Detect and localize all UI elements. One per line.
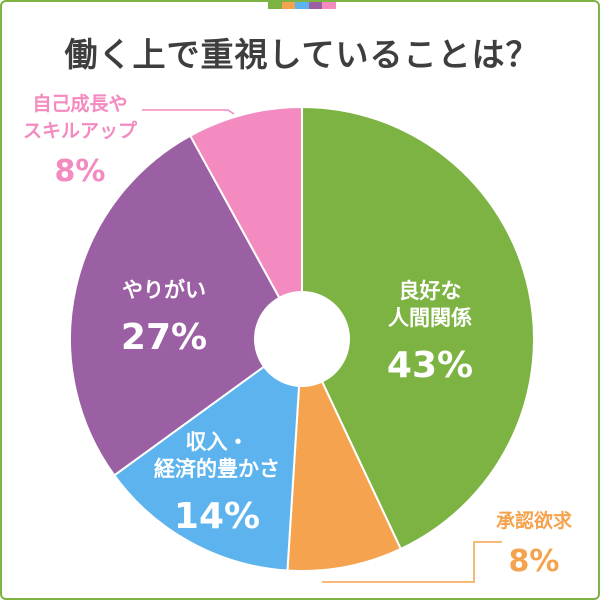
slice-label-text-0-0: 良好な xyxy=(399,279,462,303)
pie-slice-4 xyxy=(188,105,303,340)
leader-line-1 xyxy=(322,541,502,583)
stripe-blue xyxy=(295,2,309,9)
slice-label-text-2-1: 経済的豊かさ xyxy=(154,457,280,481)
stripe-pink xyxy=(322,2,336,9)
stripe-purple xyxy=(308,2,323,9)
pie-slice-3 xyxy=(69,134,304,477)
pie-slice-0 xyxy=(301,105,535,551)
slice-value-2: 14% xyxy=(174,496,260,537)
pie-slice-1 xyxy=(286,338,403,572)
pie-slice-2 xyxy=(112,336,304,572)
stripe-green xyxy=(268,2,282,9)
slice-label-text-1-0: 承認欲求 xyxy=(496,509,573,532)
slice-label-text-2-0: 収入・ xyxy=(186,430,249,454)
donut-hole xyxy=(254,291,350,387)
slice-label-1: 承認欲求 8% xyxy=(496,509,573,579)
slice-label-text-3-0: やりがい xyxy=(122,278,206,302)
slice-value-0: 43% xyxy=(387,345,473,386)
slice-value-3: 27% xyxy=(121,317,207,358)
slice-label-2: 収入・経済的豊かさ 14% xyxy=(154,430,280,537)
slice-label-text-4-1: スキルアップ xyxy=(23,119,138,142)
slice-value-4: 8% xyxy=(55,154,106,189)
slice-label-3: やりがい 27% xyxy=(121,278,207,358)
leader-line-4 xyxy=(142,109,235,115)
slice-label-text-0-1: 人間関係 xyxy=(388,306,472,330)
slice-label-text-4-0: 自己成長や xyxy=(32,92,127,115)
slice-value-1: 8% xyxy=(509,544,560,579)
stripe-orange xyxy=(281,2,296,9)
chart-title: 働く上で重視していることは？ xyxy=(64,35,540,74)
color-stripe xyxy=(268,2,336,9)
